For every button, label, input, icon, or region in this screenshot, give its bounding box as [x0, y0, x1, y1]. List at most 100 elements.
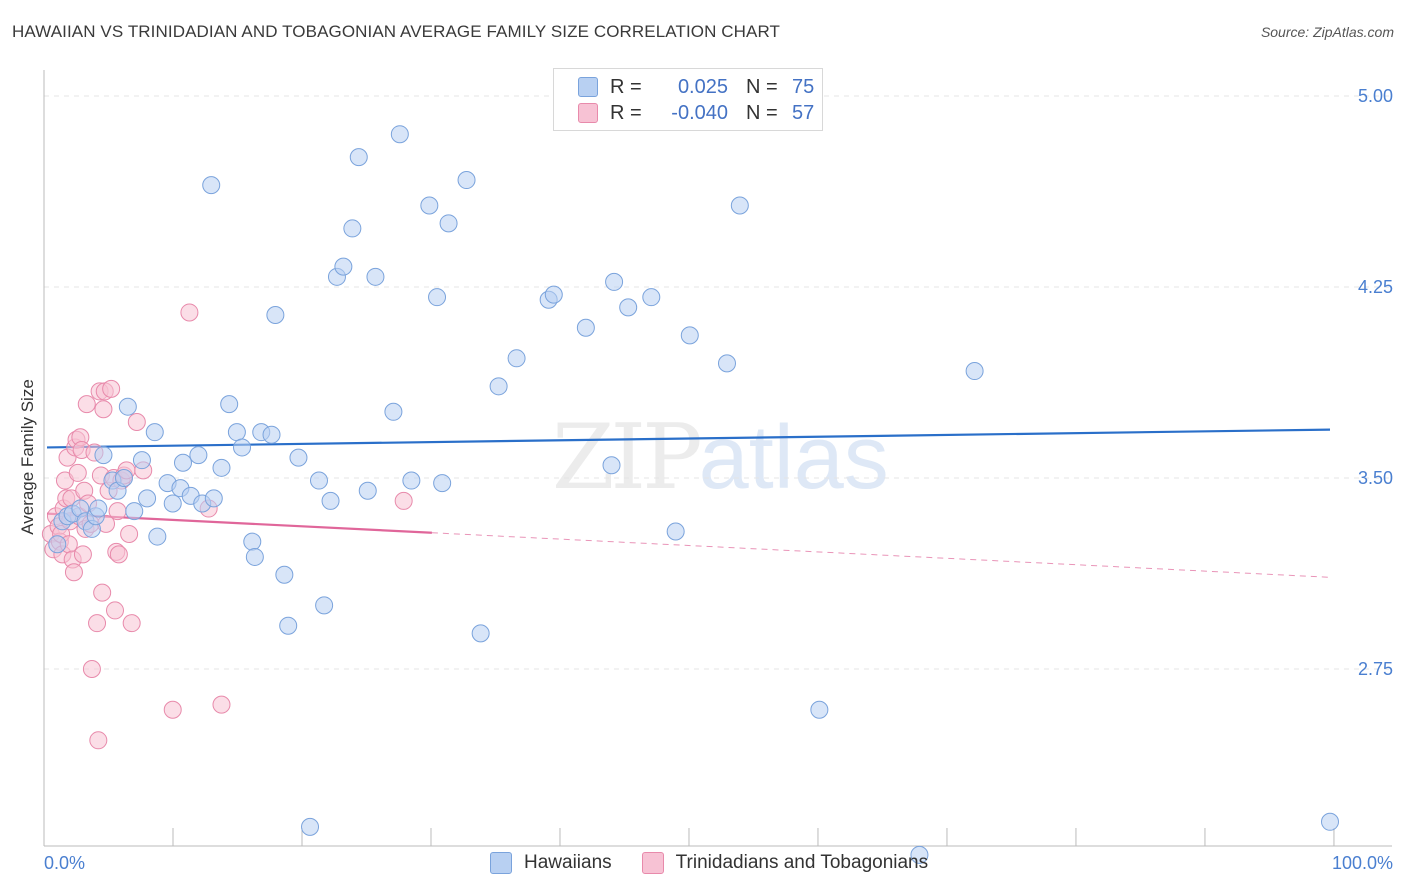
trinidadian-point [212, 695, 231, 714]
y-axis-title: Average Family Size [18, 379, 37, 535]
hawaiian-point [114, 469, 133, 487]
hawaiian-point [309, 471, 328, 490]
hawaiian-point [125, 502, 144, 521]
hawaiian-point [245, 547, 264, 566]
watermark: ZIPatlas [552, 405, 889, 510]
axes [43, 70, 1392, 847]
n-label: N = [746, 101, 778, 124]
hawaiian-point [243, 532, 262, 551]
hawaiian-point [366, 267, 385, 286]
trinidadian-points [41, 303, 413, 750]
trinidadian-point [88, 614, 107, 633]
hawaiian-point [576, 318, 595, 337]
trinidadian-point [120, 525, 139, 544]
hawaiian-point [402, 471, 421, 490]
hawaiian-point [315, 596, 334, 615]
trinidadian-point [73, 545, 92, 564]
hawaiian-point [602, 456, 621, 475]
hawaiian-point [145, 423, 164, 442]
hawaiian-point [289, 448, 308, 467]
hawaiian-point [89, 499, 108, 518]
r-value: 0.025 [677, 75, 728, 98]
hawaiian-point [457, 171, 476, 190]
hawaiian-point [420, 196, 439, 215]
x-tick-label-max: 100.0% [1332, 853, 1393, 873]
hawaiian-point [666, 522, 685, 541]
trinidadian-point [93, 583, 112, 602]
stats-row-hawaiians: R = 0.025 N = 75 [578, 74, 814, 100]
hawaiian-point [138, 489, 157, 508]
hawaiian-point [233, 438, 252, 457]
series-legend: Hawaiians Trinidadians and Tobagonians [490, 852, 958, 874]
hawaiian-point [204, 489, 223, 508]
hawaiian-point [730, 196, 749, 215]
legend-item-hawaiians[interactable]: Hawaiians [490, 852, 612, 874]
hawaiian-point [48, 535, 67, 554]
hawaiian-point [275, 565, 294, 584]
trinidadian-point [82, 660, 101, 678]
hawaiian-point [507, 349, 526, 368]
trinidadian-point [163, 700, 182, 719]
trinidadians-swatch [578, 103, 598, 123]
trinidadian-point [109, 545, 128, 564]
hawaiian-point [810, 700, 829, 719]
hawaiian-point [227, 423, 246, 442]
y-tick-label: 5.00 [1358, 86, 1393, 106]
hawaiian-point [358, 481, 377, 500]
hawaiian-point [118, 397, 137, 416]
trinidadian-point [77, 395, 96, 414]
y-tick-label: 2.75 [1358, 659, 1393, 679]
y-tick-label: 4.25 [1358, 277, 1393, 297]
axis-labels: 2.75 3.50 4.25 5.00 0.0% 100.0% Average Family… [18, 86, 1393, 873]
hawaiian-point [384, 402, 403, 421]
hawaiians-swatch [490, 852, 512, 874]
hawaiian-trend-line [46, 428, 1331, 449]
hawaiian-point [132, 451, 151, 470]
trinidadians-swatch [641, 852, 664, 874]
trinidadian-point [64, 563, 83, 582]
hawaiian-point [965, 362, 984, 381]
source-credit: Source: ZipAtlas.com [1260, 24, 1394, 40]
hawaiian-point [173, 453, 192, 472]
hawaiian-point [717, 354, 736, 373]
trinidadian-point [68, 463, 87, 482]
legend-item-trinidadians[interactable]: Trinidadians and Tobagonians [641, 852, 928, 874]
hawaiian-point [544, 285, 563, 304]
hawaiian-point [910, 845, 929, 864]
stats-row-trinidadians: R = -0.040 N = 57 [578, 100, 814, 126]
watermark-zip: ZIP [552, 405, 703, 510]
trinidadian-point [122, 614, 141, 633]
hawaiian-point [489, 377, 508, 396]
hawaiian-point [390, 125, 409, 144]
hawaiian-point [349, 148, 368, 167]
hawaiian-point [220, 395, 239, 414]
hawaiian-point [680, 326, 699, 345]
hawaiian-point [301, 817, 320, 836]
trinidadian-point [105, 601, 124, 620]
hawaiian-point [148, 527, 167, 546]
hawaiian-point [433, 474, 452, 493]
trinidadian-trend-extension [431, 532, 1331, 578]
legend-label: Hawaiians [524, 852, 612, 873]
hawaiian-point [163, 494, 182, 513]
hawaiian-points [48, 125, 1339, 864]
trinidadian-point [89, 731, 108, 750]
hawaiian-point [202, 176, 221, 195]
hawaiian-point [1321, 812, 1339, 831]
y-tick-label: 3.50 [1358, 468, 1393, 488]
hawaiian-point [262, 425, 281, 444]
hawaiian-point [321, 491, 340, 510]
n-label: N = [746, 75, 778, 98]
hawaiian-point [279, 616, 298, 635]
n-value: 75 [792, 75, 815, 98]
hawaiian-point [428, 288, 447, 307]
hawaiian-point [94, 446, 113, 465]
n-value: 57 [792, 101, 815, 124]
hawaiian-point [471, 624, 490, 643]
gridlines [44, 95, 1392, 670]
hawaiian-point [189, 446, 208, 465]
trinidadian-point [394, 491, 413, 510]
r-value: -0.040 [671, 101, 728, 124]
r-label: R = [610, 75, 642, 98]
